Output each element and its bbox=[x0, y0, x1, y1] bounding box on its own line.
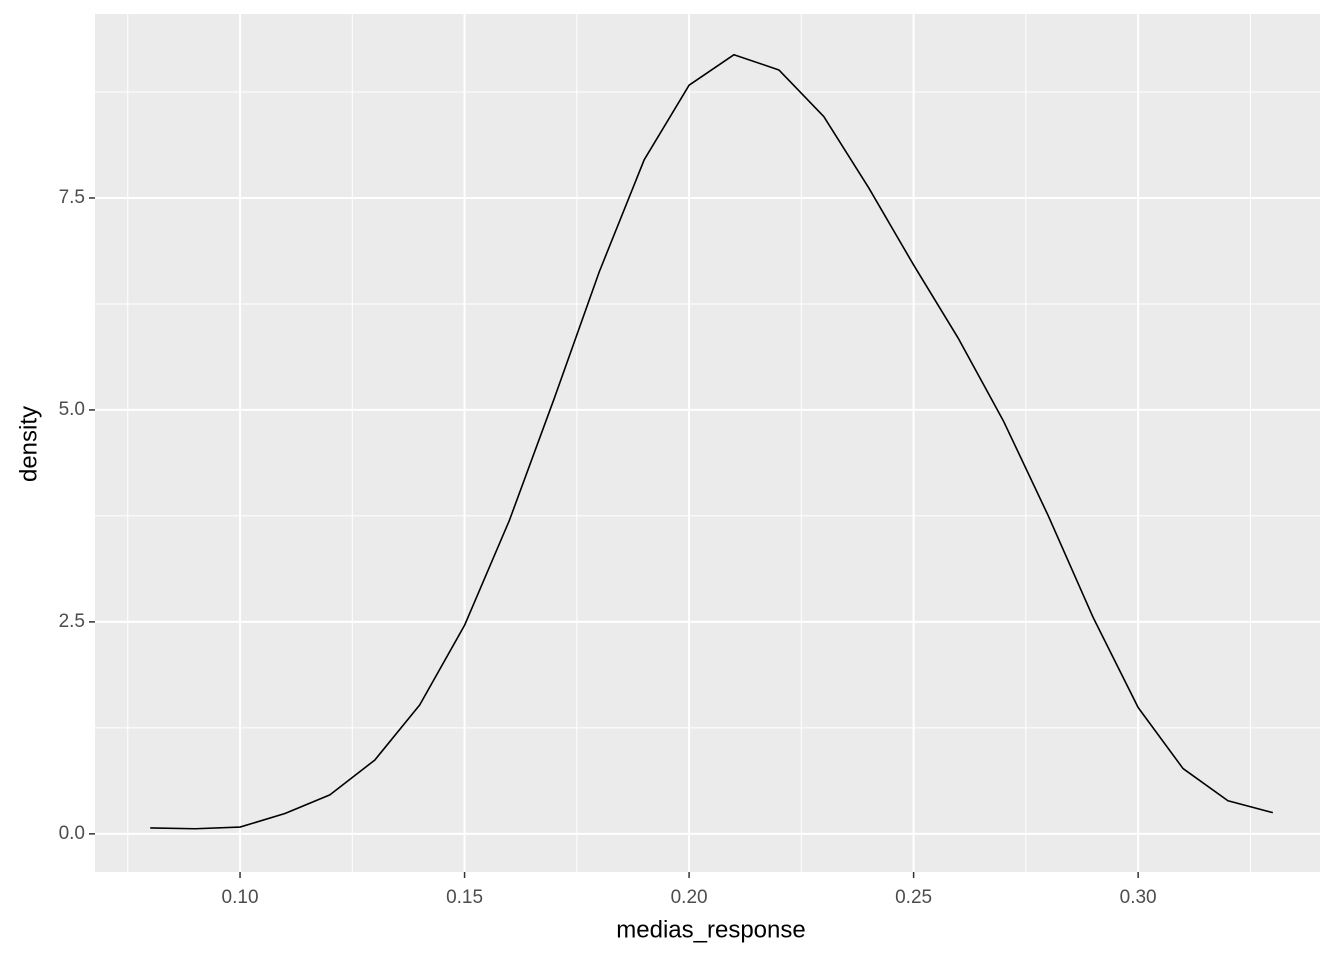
panel bbox=[95, 14, 1320, 872]
y-tick-label: 5.0 bbox=[59, 399, 85, 420]
x-axis-title: medias_response bbox=[616, 916, 805, 943]
x-tick-label: 0.20 bbox=[671, 887, 708, 908]
density-line bbox=[150, 53, 1274, 830]
y-tick-label: 0.0 bbox=[59, 823, 85, 844]
x-tick-label: 0.30 bbox=[1120, 887, 1157, 908]
y-axis-title: density bbox=[15, 406, 42, 482]
x-tick-label: 0.25 bbox=[895, 887, 932, 908]
x-tick-label: 0.10 bbox=[222, 887, 259, 908]
x-tick-label: 0.15 bbox=[446, 887, 483, 908]
y-tick-label: 2.5 bbox=[59, 611, 85, 632]
y-tick-label: 7.5 bbox=[59, 187, 85, 208]
